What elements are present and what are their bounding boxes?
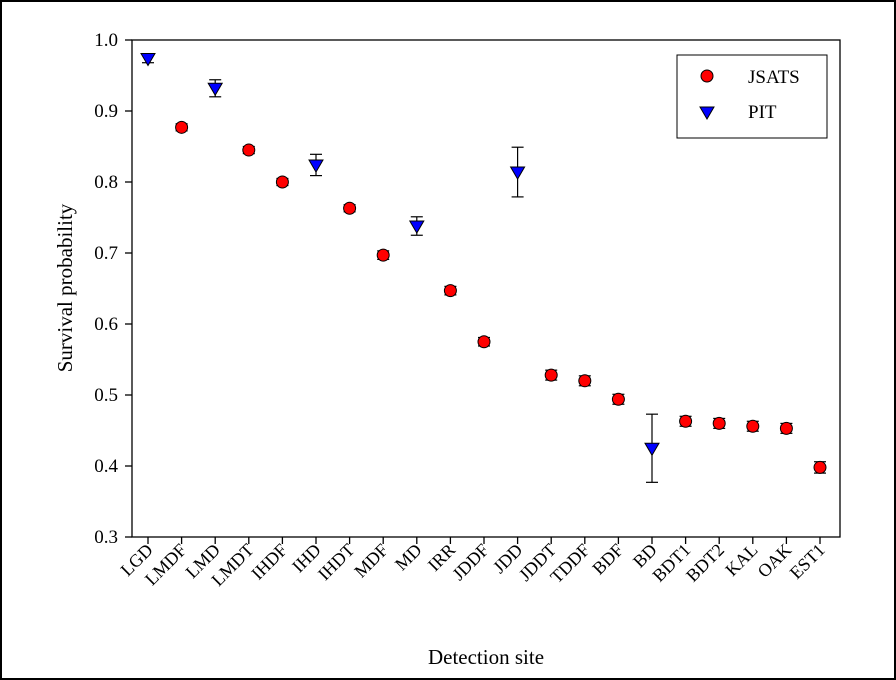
x-axis: LGDLMDFLMDLMDTIHDFIHDIHDTMDFMDIRRJDDFJDD… <box>117 537 829 590</box>
x-tick-label: KAL <box>721 540 761 580</box>
data-marks <box>140 52 827 483</box>
pit-point <box>308 159 324 173</box>
jsats-point <box>813 460 827 474</box>
y-tick-label: 0.5 <box>94 385 118 406</box>
jsats-point <box>544 368 558 382</box>
x-tick-label: EST1 <box>786 540 829 583</box>
jsats-point <box>779 421 793 435</box>
legend-box <box>676 54 828 139</box>
x-tick-label: IHDF <box>247 540 291 584</box>
x-axis-title: Detection site <box>428 645 544 669</box>
x-tick-label: TDDF <box>546 540 593 587</box>
y-axis: 0.3 0.4 0.5 0.6 0.7 0.8 0.9 1.0 <box>94 30 132 548</box>
legend-pit-label: PIT <box>748 102 777 123</box>
plot-area <box>131 39 841 538</box>
jsats-point <box>443 284 457 298</box>
y-tick-label: 0.8 <box>94 172 118 193</box>
x-tick-label: BDF <box>588 540 627 579</box>
x-tick-label: MD <box>391 540 426 575</box>
legend-jsats-marker <box>700 69 714 83</box>
jsats-point <box>343 201 357 215</box>
y-tick-label: 0.9 <box>94 101 118 122</box>
jsats-point <box>376 248 390 262</box>
jsats-point <box>746 419 760 433</box>
y-tick-label: 1.0 <box>94 30 118 51</box>
jsats-point <box>175 120 189 134</box>
jsats-point <box>611 392 625 406</box>
pit-point <box>509 166 526 181</box>
legend-jsats-label: JSATS <box>748 67 800 88</box>
pit-point <box>644 442 660 457</box>
jsats-point <box>679 414 693 428</box>
pit-point <box>408 220 425 235</box>
jsats-point <box>712 416 726 430</box>
y-tick-label: 0.6 <box>94 314 118 335</box>
jsats-point <box>477 335 491 349</box>
y-tick-label: 0.3 <box>94 527 118 548</box>
legend: JSATS PIT <box>676 54 828 139</box>
x-tick-label: OAK <box>754 540 796 582</box>
x-tick-label: BDT1 <box>648 540 694 586</box>
jsats-point <box>578 374 592 388</box>
x-tick-label: IHDT <box>314 540 359 585</box>
y-tick-label: 0.4 <box>94 456 118 477</box>
x-tick-label: JDDF <box>448 540 493 585</box>
x-tick-label: BDT2 <box>682 540 728 586</box>
y-axis-title: Survival probability <box>53 203 77 372</box>
pit-point <box>140 52 156 67</box>
jsats-point <box>275 175 289 189</box>
pit-point <box>207 82 224 97</box>
jsats-point <box>242 143 256 157</box>
x-tick-label: MDF <box>350 540 392 582</box>
y-tick-label: 0.7 <box>94 243 118 264</box>
legend-pit-marker <box>699 106 715 120</box>
